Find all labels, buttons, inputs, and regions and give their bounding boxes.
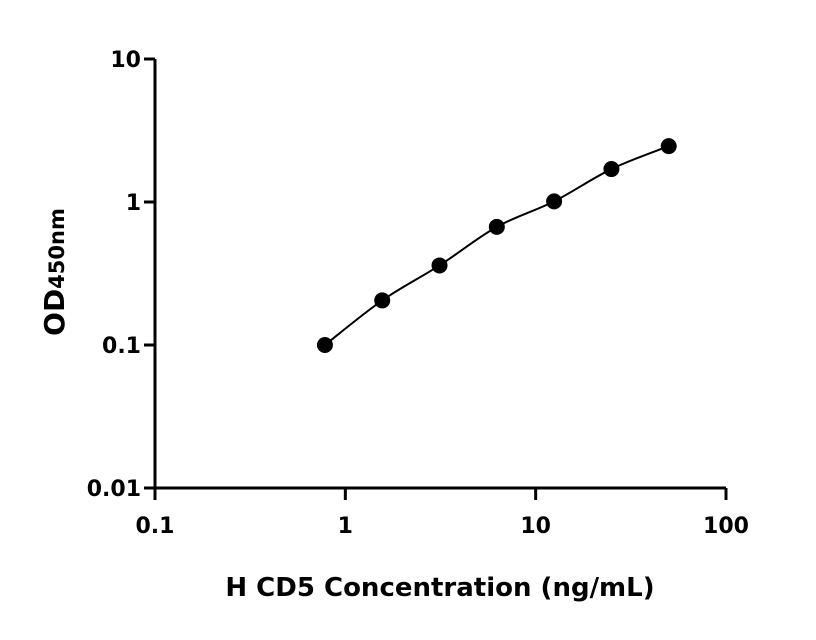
x-axis-label: H CD5 Concentration (ng/mL) [225,573,654,603]
x-tick-label: 0.1 [136,514,175,539]
data-point [374,292,391,309]
data-points [316,138,677,353]
x-tick-label: 100 [703,514,749,539]
y-tick-label: 10 [110,48,141,73]
data-point [546,193,563,210]
data-point [488,218,505,235]
fit-curve [324,145,670,346]
data-point [660,138,677,155]
data-point [431,257,448,274]
axes: 0.01 0.1 1 10 0.1 1 10 100 [87,48,749,539]
data-point [603,161,620,178]
data-point [316,337,333,353]
x-tick-label: 10 [520,514,551,539]
x-tick-label: 1 [338,514,353,539]
y-axis-label-sub: 450nm [45,208,69,289]
y-axis-label: OD450nm [38,208,71,336]
y-tick-label: 0.01 [87,477,141,502]
y-tick-label: 0.1 [102,334,141,359]
y-axis-label-main: OD [38,289,71,336]
y-tick-label: 1 [126,191,141,216]
